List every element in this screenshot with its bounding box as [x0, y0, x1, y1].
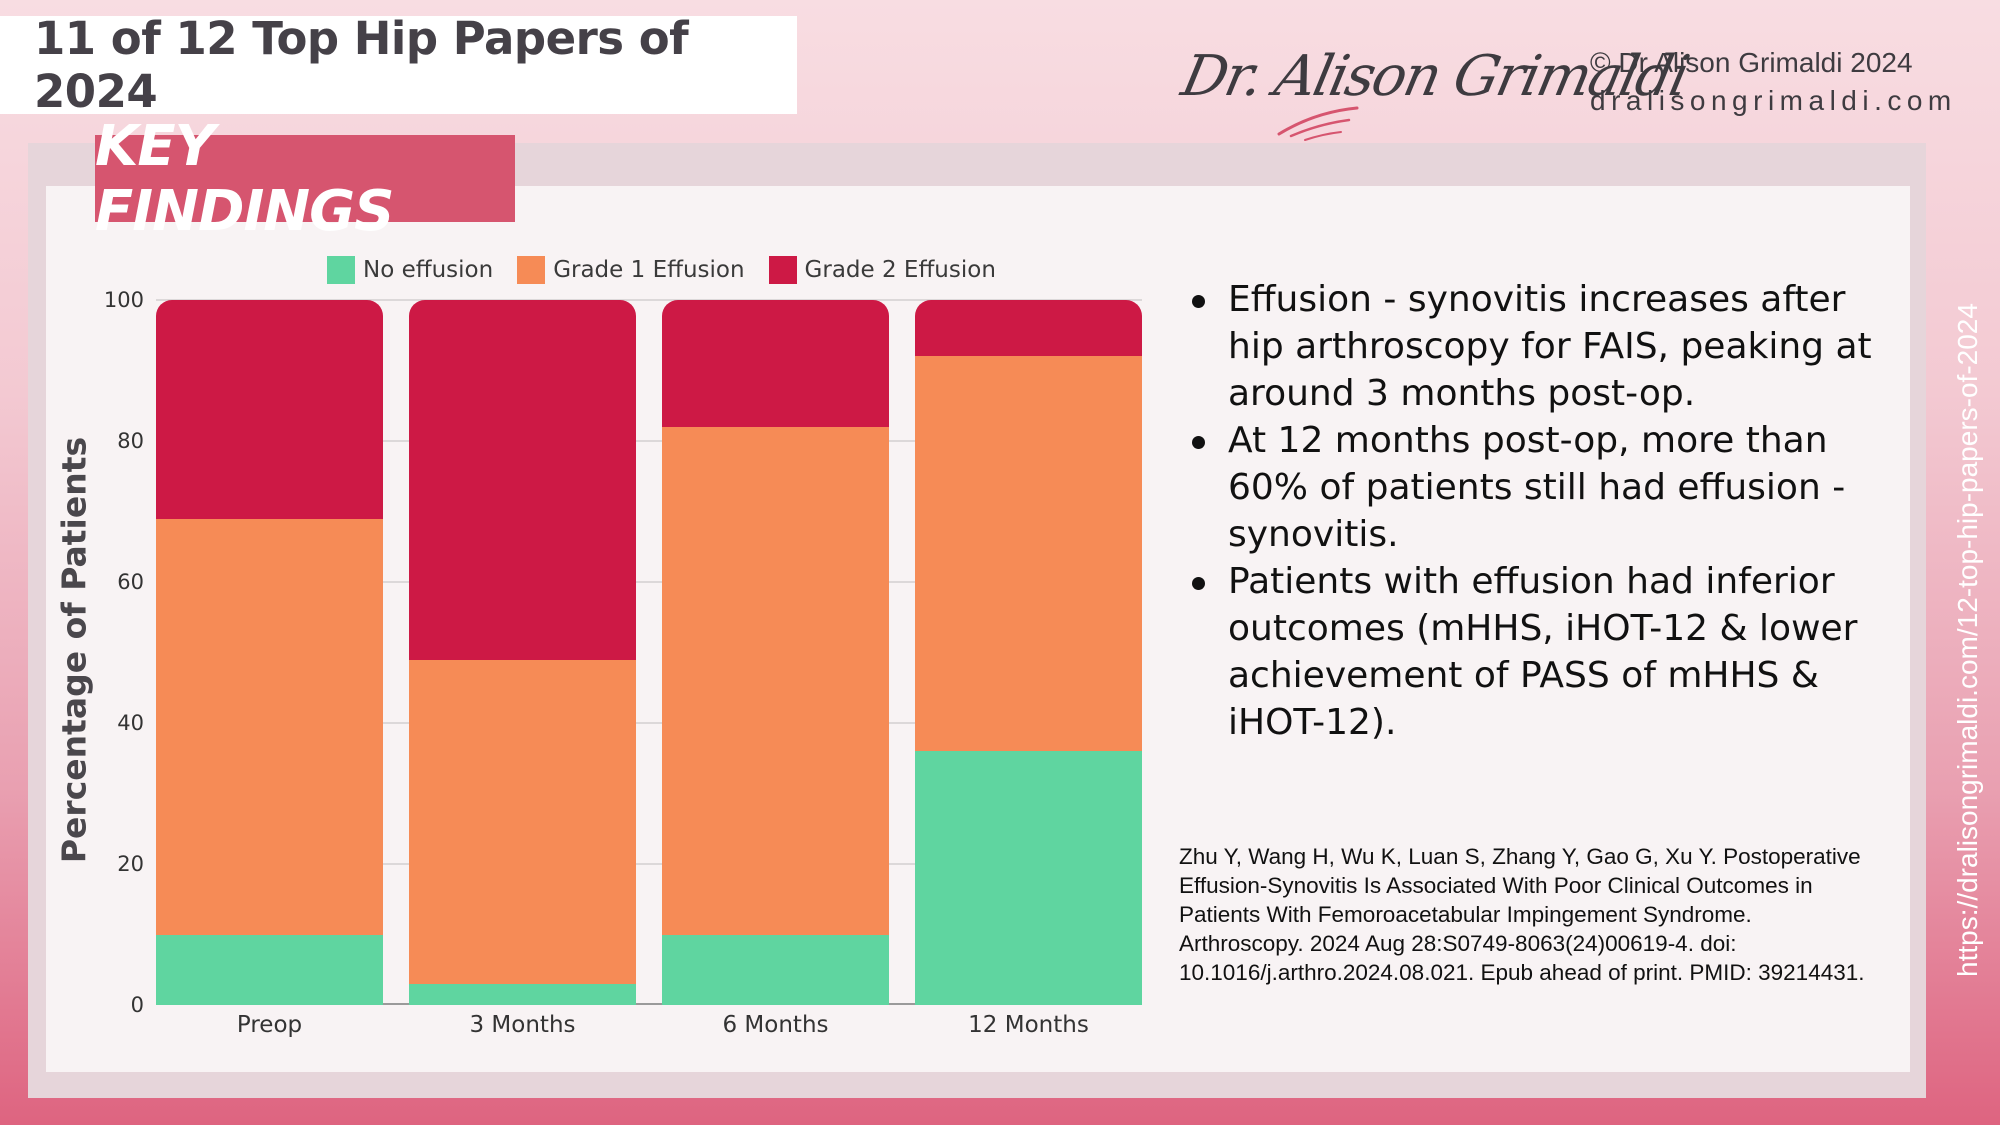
bar-segment-grade-1-effusion [915, 356, 1142, 752]
legend-item: Grade 2 Effusion [768, 256, 996, 284]
legend-swatch-icon [327, 256, 355, 284]
vertical-url: https://dralisongrimaldi.com/12-top-hip-… [1952, 303, 1983, 977]
key-findings-list: Effusion - synovitis increases after hip… [1190, 276, 1890, 746]
copyright-text: © Dr Alison Grimaldi 2024 [1590, 47, 1913, 78]
bar-segment-grade-1-effusion [156, 518, 383, 935]
chart-legend: No effusion Grade 1 Effusion Grade 2 Effus… [327, 256, 996, 284]
legend-item: Grade 1 Effusion [517, 256, 745, 284]
legend-label: Grade 2 Effusion [804, 257, 996, 283]
page-title: 11 of 12 Top Hip Papers of 2024 [34, 12, 689, 118]
y-tick-label: 20 [117, 852, 144, 876]
finding-item: Patients with effusion had inferior outc… [1190, 558, 1890, 746]
x-tick-label: 12 Months [968, 1012, 1089, 1038]
finding-item: At 12 months post-op, more than 60% of p… [1190, 417, 1890, 558]
y-axis-label: Percentage of Patients [54, 436, 94, 864]
citation-reference: Zhu Y, Wang H, Wu K, Luan S, Zhang Y, Ga… [1179, 844, 1865, 985]
legend-swatch-icon [768, 256, 797, 284]
legend-label: No effusion [363, 257, 494, 283]
bar-segment-no-effusion [409, 983, 636, 1005]
signature-underline-icon [1277, 106, 1359, 141]
y-tick-label: 100 [103, 288, 144, 312]
x-tick-label: 3 Months [469, 1012, 576, 1038]
bar-segment-no-effusion [915, 751, 1142, 1005]
key-findings-badge: KEY FINDINGS [95, 114, 515, 244]
x-tick-label: 6 Months [722, 1012, 829, 1038]
title-banner: 11 of 12 Top Hip Papers of 2024 [0, 12, 797, 118]
bar-segment-no-effusion [156, 934, 383, 1005]
finding-item: Effusion - synovitis increases after hip… [1190, 276, 1890, 417]
y-tick-label: 60 [117, 570, 144, 594]
stacked-bar-chart: 0 20 40 60 80 100 [104, 288, 1142, 1017]
bar-segment-grade-2-effusion [662, 300, 889, 427]
x-axis-line [156, 1003, 1142, 1005]
bar-segment-grade-2-effusion [915, 300, 1142, 357]
y-tick-label: 0 [130, 993, 144, 1017]
x-tick-label: Preop [236, 1012, 303, 1038]
legend-item: No effusion [327, 256, 493, 284]
legend-label: Grade 1 Effusion [553, 257, 745, 283]
bar-3-months [409, 300, 636, 1005]
gridline [156, 581, 1142, 583]
bar-6-months [662, 300, 889, 1005]
website-text: dralisongrimaldi.com [1590, 85, 1957, 116]
gridline [156, 863, 1142, 865]
bar-segment-grade-2-effusion [156, 300, 383, 519]
bar-12-months [915, 300, 1142, 1005]
signature-logo: Dr. Alison Grimaldi [1175, 36, 1693, 141]
bar-segment-no-effusion [662, 934, 889, 1005]
legend-swatch-icon [517, 256, 546, 284]
gridline [156, 440, 1142, 442]
gridline [156, 722, 1142, 724]
y-tick-label: 40 [117, 711, 144, 735]
y-tick-label: 80 [117, 429, 144, 453]
bar-segment-grade-1-effusion [409, 659, 636, 984]
bar-segment-grade-2-effusion [409, 300, 636, 660]
bar-preop [156, 300, 383, 1005]
bar-segment-grade-1-effusion [662, 426, 889, 935]
key-findings-label: KEY FINDINGS [95, 113, 394, 244]
copyright-block: © Dr Alison Grimaldi 2024 dralisongrimal… [1590, 44, 1957, 120]
gridline [156, 299, 1142, 301]
